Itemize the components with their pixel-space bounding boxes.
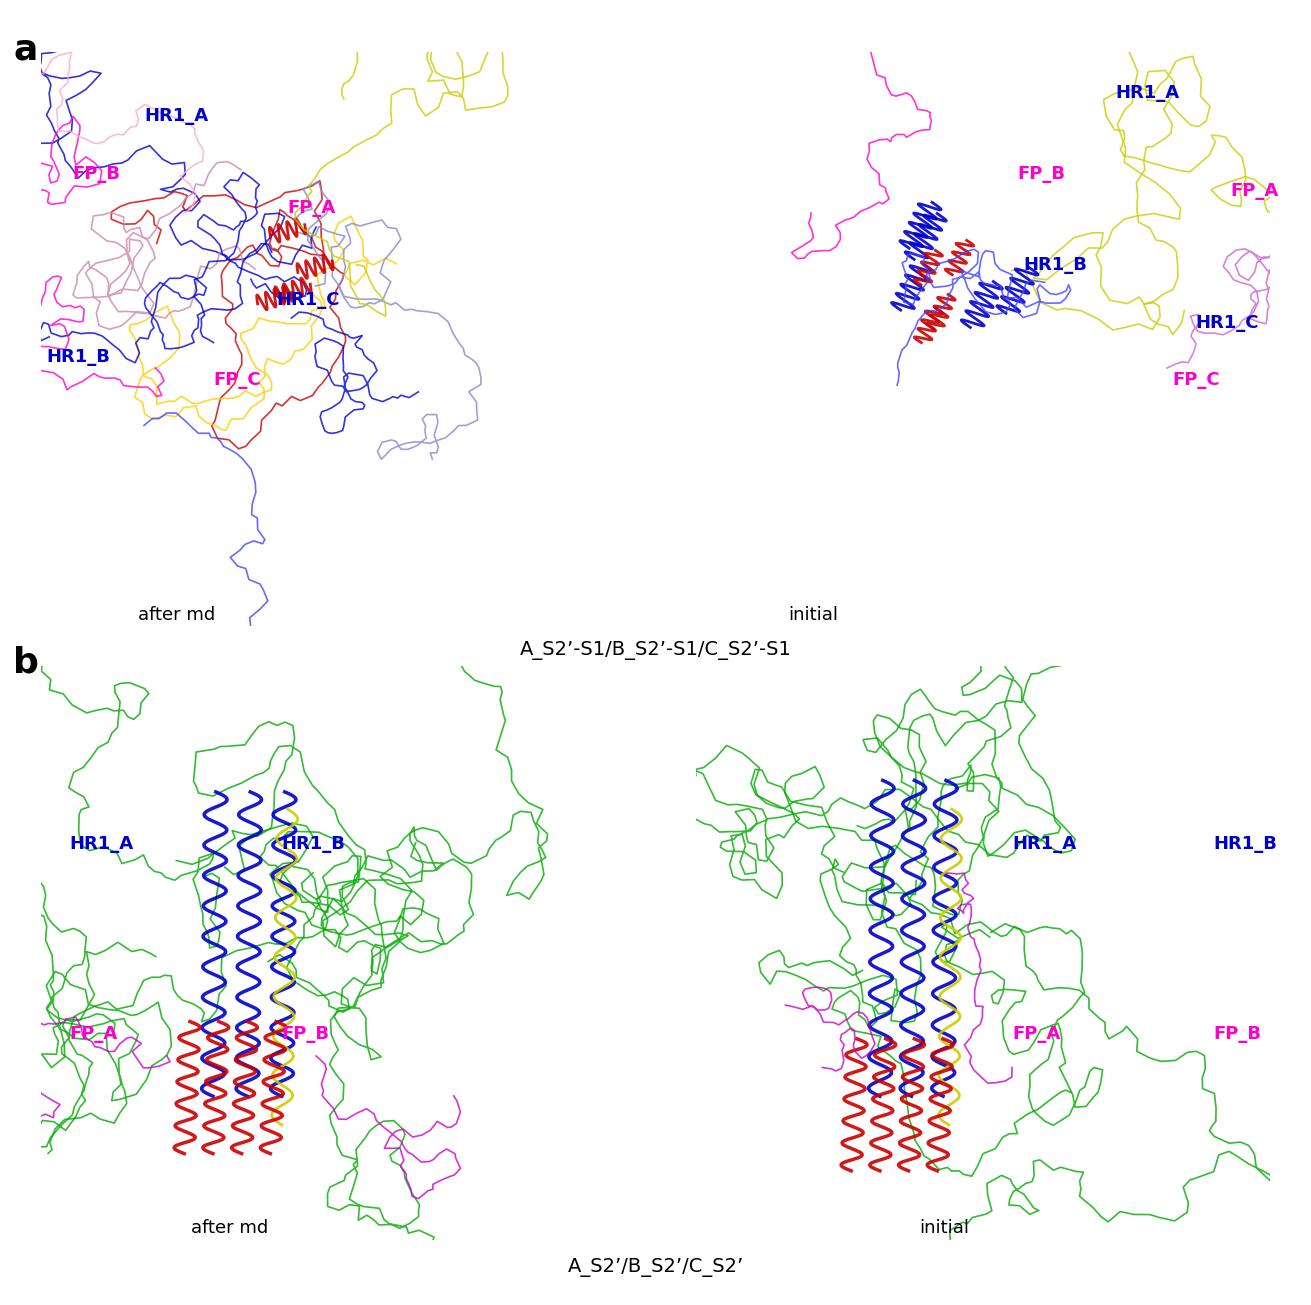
Text: FP_A: FP_A [1230, 181, 1278, 200]
Text: a: a [13, 33, 38, 67]
Text: initial: initial [919, 1219, 969, 1237]
Text: HR1_A: HR1_A [69, 835, 134, 853]
Text: HR1_B: HR1_B [46, 348, 110, 367]
Text: HR1_A: HR1_A [144, 107, 208, 125]
Text: FP_A: FP_A [1012, 1024, 1061, 1043]
Text: HR1_C: HR1_C [1196, 313, 1259, 331]
Text: after md: after md [139, 606, 215, 624]
Text: FP_A: FP_A [69, 1024, 118, 1043]
Text: HR1_B: HR1_B [1213, 835, 1277, 853]
Text: A_S2’-S1/B_S2’-S1/C_S2’-S1: A_S2’-S1/B_S2’-S1/C_S2’-S1 [519, 641, 792, 660]
Text: b: b [13, 646, 39, 680]
Text: FP_B: FP_B [1213, 1024, 1261, 1043]
Text: FP_B: FP_B [72, 164, 121, 183]
Text: HR1_A: HR1_A [1116, 84, 1180, 102]
Text: HR1_C: HR1_C [277, 291, 340, 309]
Text: initial: initial [788, 606, 838, 624]
Text: FP_B: FP_B [1017, 164, 1066, 183]
Text: FP_A: FP_A [287, 198, 336, 217]
Text: HR1_B: HR1_B [282, 835, 346, 853]
Text: after md: after md [191, 1219, 267, 1237]
Text: FP_C: FP_C [1173, 371, 1221, 389]
Text: A_S2’/B_S2’/C_S2’: A_S2’/B_S2’/C_S2’ [568, 1258, 743, 1278]
Text: FP_B: FP_B [282, 1024, 330, 1043]
Text: HR1_B: HR1_B [1024, 256, 1087, 274]
Text: HR1_A: HR1_A [1012, 835, 1076, 853]
Text: FP_C: FP_C [212, 371, 261, 389]
